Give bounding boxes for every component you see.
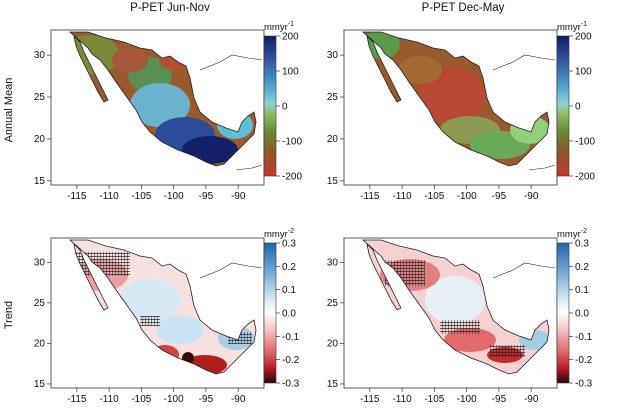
lon-tick-label: -90 xyxy=(524,394,539,405)
lon-tick-label: -115 xyxy=(67,191,87,202)
axis-ticks-layer: -115 -110 -105 -100 -95 -90 15 20 25 30 -115 -110 -1… xyxy=(34,32,596,406)
lon-tick-label: -115 xyxy=(360,191,380,202)
lon-tick-label: -110 xyxy=(392,394,412,405)
lon-tick-label: -100 xyxy=(457,191,477,202)
colorbar-tick-label: 0.0 xyxy=(575,309,589,320)
title-left: P-PET Jun-Nov xyxy=(130,2,210,14)
lon-tick-label: -110 xyxy=(392,191,412,202)
lon-tick-label: -90 xyxy=(231,394,246,405)
lon-tick-label: -95 xyxy=(199,394,214,405)
lon-tick-label: -90 xyxy=(231,191,246,202)
colorbar-tick-label: -0.3 xyxy=(282,379,300,390)
colorbar-tick-label: -200 xyxy=(282,172,302,183)
lon-tick-label: -105 xyxy=(424,394,444,405)
colorbar-tick-label: 200 xyxy=(575,32,592,43)
row-label-annual-mean: Annual Mean xyxy=(3,78,15,143)
colorbar-mean-left: mmyr-1 xyxy=(263,21,294,177)
colorbar-unit: mmyr-1 xyxy=(557,21,587,33)
lat-tick-label: 15 xyxy=(327,379,339,390)
lat-tick-label: 30 xyxy=(34,50,46,61)
lat-tick-label: 20 xyxy=(34,338,46,349)
panel-mean-dec-may xyxy=(343,29,558,186)
colorbar-tick-label: -200 xyxy=(575,172,595,183)
colorbar-tick-label: -0.1 xyxy=(575,332,593,343)
colorbar-tick-label: -0.2 xyxy=(282,355,300,366)
lat-tick-label: 25 xyxy=(34,298,46,309)
colorbar-unit: mmyr-2 xyxy=(264,228,294,240)
colorbar-tick-label: 0.2 xyxy=(282,262,296,273)
lat-tick-label: 25 xyxy=(327,92,339,103)
colorbar-mean-right: mmyr-1 xyxy=(556,21,587,177)
colorbar-tick-label: 100 xyxy=(575,67,592,78)
lon-tick-label: -90 xyxy=(524,191,539,202)
lat-tick-label: 20 xyxy=(34,134,46,145)
lon-tick-label: -110 xyxy=(99,191,119,202)
lat-tick-label: 25 xyxy=(327,298,339,309)
lat-tick-label: 20 xyxy=(327,338,339,349)
panel-trend-jun-nov xyxy=(50,237,265,389)
lat-tick-label: 15 xyxy=(34,176,46,187)
lat-tick-label: 30 xyxy=(327,257,339,268)
lon-tick-label: -100 xyxy=(164,191,184,202)
lon-tick-label: -105 xyxy=(131,191,151,202)
panel-trend-dec-may xyxy=(343,237,558,389)
lon-tick-label: -95 xyxy=(492,394,507,405)
colorbar-tick-label: 0 xyxy=(575,102,581,113)
colorbar-tick-label: 0 xyxy=(282,102,288,113)
lon-tick-label: -110 xyxy=(99,394,119,405)
lat-tick-label: 15 xyxy=(327,176,339,187)
colorbar-unit: mmyr-2 xyxy=(557,228,587,240)
colorbar-tick-label: -100 xyxy=(575,137,595,148)
colorbar-tick-label: 0.3 xyxy=(282,239,296,250)
lat-tick-label: 15 xyxy=(34,379,46,390)
colorbar-tick-label: -0.1 xyxy=(282,332,300,343)
lat-tick-label: 25 xyxy=(34,92,46,103)
colorbar-tick-label: -0.3 xyxy=(575,379,593,390)
colorbar-unit: mmyr-1 xyxy=(264,21,294,33)
lat-tick-label: 30 xyxy=(327,50,339,61)
lon-tick-label: -100 xyxy=(457,394,477,405)
lon-tick-label: -105 xyxy=(424,191,444,202)
colorbar-tick-label: -100 xyxy=(282,137,302,148)
colorbar-tick-label: -0.2 xyxy=(575,355,593,366)
colorbar-tick-label: 0.1 xyxy=(282,285,296,296)
lon-tick-label: -95 xyxy=(199,191,214,202)
lat-tick-label: 20 xyxy=(327,134,339,145)
lon-tick-label: -105 xyxy=(131,394,151,405)
colorbar-tick-label: 0.3 xyxy=(575,239,589,250)
colorbar-tick-label: 0.1 xyxy=(575,285,589,296)
lon-tick-label: -115 xyxy=(360,394,380,405)
row-label-trend: Trend xyxy=(3,301,15,329)
colorbar-tick-label: 100 xyxy=(282,67,299,78)
title-right: P-PET Dec-May xyxy=(422,2,505,14)
colorbar-tick-label: 0.0 xyxy=(282,309,296,320)
lon-tick-label: -115 xyxy=(67,394,87,405)
panel-mean-jun-nov xyxy=(50,29,265,186)
lon-tick-label: -95 xyxy=(492,191,507,202)
lon-tick-label: -100 xyxy=(164,394,184,405)
colorbar-tick-label: 200 xyxy=(282,32,299,43)
lat-tick-label: 30 xyxy=(34,257,46,268)
colorbar-tick-label: 0.2 xyxy=(575,262,589,273)
